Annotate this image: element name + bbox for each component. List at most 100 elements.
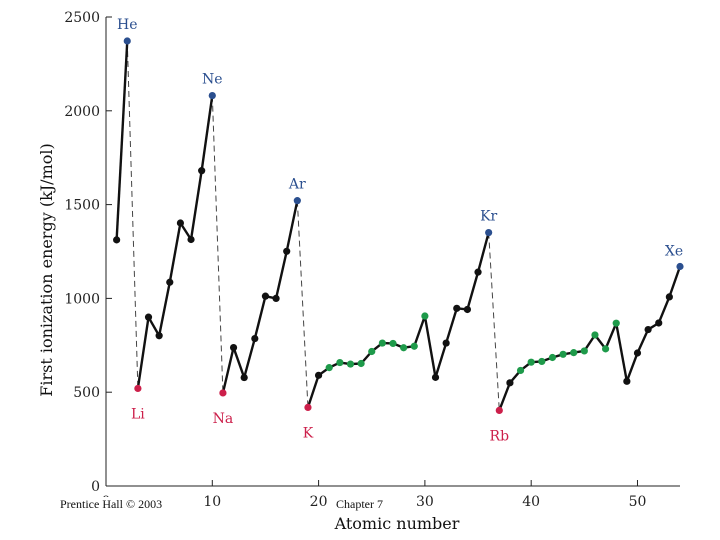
line-segment bbox=[668, 266, 682, 298]
data-point-other bbox=[665, 293, 673, 301]
data-point-other bbox=[251, 334, 259, 343]
series-line bbox=[115, 40, 682, 411]
data-point-transition bbox=[400, 344, 408, 352]
y-tick-label: 1000 bbox=[64, 291, 100, 307]
data-point-alkali bbox=[134, 384, 142, 393]
element-label-kr: Kr bbox=[480, 209, 497, 225]
data-point-transition bbox=[538, 357, 546, 366]
data-point-transition bbox=[612, 319, 620, 327]
line-segment bbox=[423, 315, 437, 378]
data-point-other bbox=[198, 167, 206, 175]
axis-ticks: 0500100015002000250001020304050 bbox=[64, 10, 646, 510]
line-segment bbox=[274, 251, 288, 299]
data-point-other bbox=[176, 219, 185, 227]
line-segment bbox=[200, 95, 214, 171]
element-label-na: Na bbox=[213, 411, 234, 427]
line-segment bbox=[434, 342, 448, 378]
data-point-transition bbox=[368, 347, 376, 356]
y-tick-label: 2500 bbox=[64, 10, 100, 26]
data-point-other bbox=[623, 377, 631, 385]
data-point-noble bbox=[293, 197, 301, 205]
footer-credit: Prentice Hall © 2003 bbox=[60, 497, 163, 512]
data-point-other bbox=[283, 247, 291, 255]
dashed-link bbox=[296, 200, 309, 408]
line-segment bbox=[413, 315, 427, 347]
data-point-transition bbox=[527, 358, 535, 366]
line-segment bbox=[476, 232, 490, 273]
element-label-ne: Ne bbox=[202, 72, 223, 88]
dashed-link bbox=[126, 40, 139, 389]
data-point-other bbox=[113, 236, 121, 244]
data-point-transition bbox=[346, 360, 355, 368]
y-tick-label: 0 bbox=[91, 479, 100, 495]
data-point-transition bbox=[548, 353, 557, 362]
data-point-transition bbox=[591, 331, 599, 339]
data-point-noble bbox=[485, 228, 493, 237]
data-point-other bbox=[314, 371, 323, 379]
element-label-k: K bbox=[303, 425, 314, 441]
footer-chapter: Chapter 7 bbox=[336, 497, 383, 512]
line-segment bbox=[306, 374, 320, 408]
data-point-other bbox=[442, 339, 450, 347]
data-point-transition bbox=[357, 359, 365, 368]
line-segment bbox=[445, 307, 458, 344]
data-point-transition bbox=[559, 350, 567, 358]
data-point-transition bbox=[570, 349, 578, 357]
data-point-other bbox=[463, 305, 472, 314]
line-segment bbox=[625, 352, 639, 382]
line-segment bbox=[232, 347, 246, 378]
x-tick-label: 50 bbox=[629, 494, 647, 510]
data-point-other bbox=[272, 294, 280, 302]
data-point-transition bbox=[325, 364, 333, 372]
line-segment bbox=[157, 282, 171, 336]
data-point-other bbox=[474, 268, 482, 276]
y-tick-label: 500 bbox=[73, 385, 100, 401]
line-segment bbox=[498, 382, 512, 411]
element-label-he: He bbox=[117, 17, 138, 33]
line-segment bbox=[604, 322, 618, 350]
data-point-other bbox=[240, 373, 248, 382]
dashed-link bbox=[211, 95, 224, 393]
data-point-other bbox=[431, 373, 440, 381]
line-segment bbox=[466, 271, 480, 310]
element-label-rb: Rb bbox=[490, 428, 510, 444]
data-point-transition bbox=[336, 358, 344, 367]
data-point-transition bbox=[378, 339, 386, 347]
y-tick-label: 2000 bbox=[64, 104, 100, 120]
series-points bbox=[113, 37, 684, 414]
dashed-links bbox=[126, 40, 500, 411]
data-point-transition bbox=[580, 347, 588, 355]
axes-frame bbox=[105, 17, 680, 487]
data-point-other bbox=[155, 332, 163, 340]
data-point-transition bbox=[389, 339, 397, 348]
data-point-transition bbox=[516, 366, 525, 375]
data-point-other bbox=[453, 304, 461, 312]
data-point-noble bbox=[123, 37, 131, 45]
line-segment bbox=[636, 329, 650, 354]
y-axis-title: First ionization energy (kJ/mol) bbox=[37, 143, 56, 396]
x-tick-label: 40 bbox=[522, 494, 540, 510]
line-segment bbox=[136, 316, 150, 389]
x-tick-label: 10 bbox=[203, 494, 221, 510]
dashed-link bbox=[488, 232, 500, 411]
data-point-other bbox=[261, 292, 270, 300]
data-point-other bbox=[644, 325, 652, 334]
data-point-other bbox=[229, 343, 238, 352]
element-labels: He Ne Ar Kr Xe Li Na K Rb bbox=[117, 17, 683, 444]
y-tick-label: 1500 bbox=[64, 198, 100, 214]
data-point-alkali bbox=[495, 406, 503, 414]
element-label-ar: Ar bbox=[288, 177, 306, 193]
data-point-other bbox=[506, 379, 514, 387]
element-label-li: Li bbox=[131, 406, 145, 422]
data-point-alkali bbox=[304, 403, 312, 411]
data-point-other bbox=[187, 235, 195, 244]
line-segment bbox=[115, 40, 129, 240]
line-segment bbox=[615, 322, 629, 382]
line-segment bbox=[657, 296, 671, 324]
x-tick-label: 20 bbox=[310, 494, 328, 510]
data-point-noble bbox=[676, 262, 684, 271]
data-point-other bbox=[166, 278, 174, 286]
data-point-other bbox=[144, 313, 153, 321]
x-tick-label: 30 bbox=[416, 494, 434, 510]
